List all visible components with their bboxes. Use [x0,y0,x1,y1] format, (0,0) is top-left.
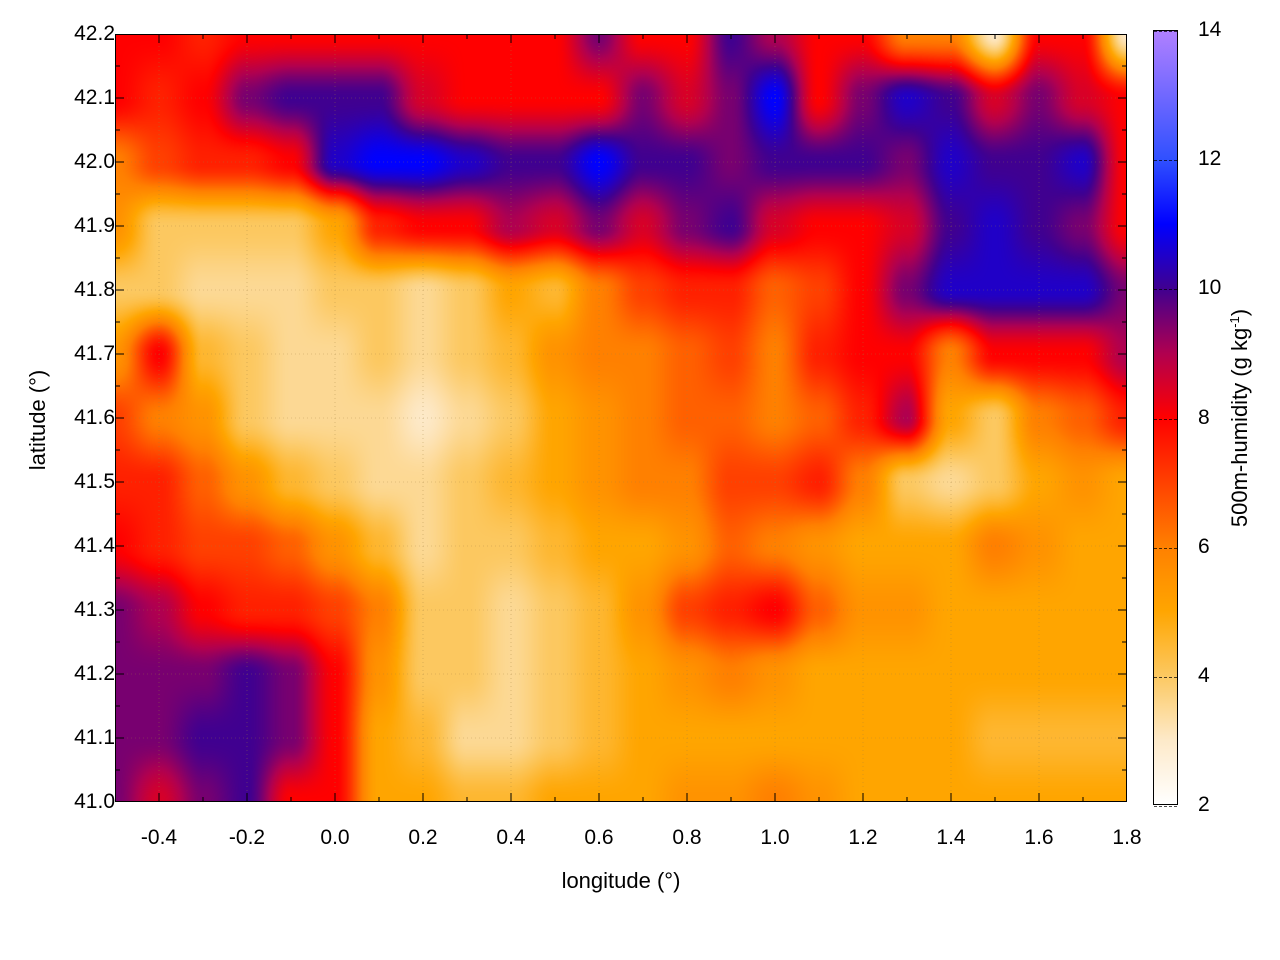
y-tick-label: 42.0 [74,150,115,173]
x-tick-label: 1.4 [936,826,966,849]
colorbar-label-end: ) [1227,308,1253,317]
y-tick-label: 41.6 [74,406,115,429]
plot-area [115,34,1127,802]
colorbar-tick-label: 12 [1198,147,1222,171]
x-tick-label: -0.4 [140,826,178,849]
plot-border [115,34,1127,802]
colorbar-label-exponent: -1 [1226,316,1242,328]
x-tick-label: 1.6 [1024,826,1054,849]
x-tick-label: 0.4 [496,826,526,849]
colorbar-label: 500m-humidity (g kg-1) [1227,309,1253,527]
x-tick-label: 0.8 [672,826,702,849]
colorbar [1153,30,1178,807]
x-axis-label: longitude (°) [561,868,681,893]
y-tick-label: 42.1 [74,86,115,109]
x-tick-label: 0.6 [584,826,614,849]
y-tick-label: 41.8 [74,278,115,301]
colorbar-tick [1154,289,1177,291]
colorbar-tick [1154,676,1177,678]
colorbar-tick-label: 10 [1198,276,1222,300]
x-tick-label: 1.0 [760,826,790,849]
y-tick-label: 41.1 [74,726,115,749]
colorbar-tick-label: 6 [1198,534,1210,558]
colorbar-tick [1154,547,1177,549]
y-tick-label: 42.2 [74,22,115,45]
colorbar-tick-label: 14 [1198,18,1222,41]
x-tick-label: 0.2 [408,826,438,849]
y-tick-label: 41.5 [74,470,115,493]
colorbar-tick [1154,806,1177,807]
colorbar-tick [1154,418,1177,420]
y-tick-label: 41.0 [74,790,115,813]
colorbar-tick [1154,160,1177,162]
y-tick-label: 41.2 [74,662,115,685]
x-tick-label: 0.0 [320,826,350,849]
y-axis-label: latitude (°) [25,369,50,471]
colorbar-tick-label: 4 [1198,663,1210,687]
y-tick-label: 41.4 [74,534,115,557]
colorbar-tick-label: 8 [1198,405,1210,429]
x-tick-label: 1.2 [848,826,878,849]
y-tick-label: 41.7 [74,342,115,365]
colorbar-tick [1154,31,1177,32]
axes-overlay [115,34,1127,802]
colorbar-tick-label: 2 [1198,793,1210,816]
y-tick-label: 41.9 [74,214,115,237]
x-tick-label: 1.8 [1112,826,1142,849]
x-tick-label: -0.2 [228,826,266,849]
y-tick-label: 41.3 [74,598,115,621]
colorbar-label-text: 500m-humidity (g kg [1227,327,1253,528]
